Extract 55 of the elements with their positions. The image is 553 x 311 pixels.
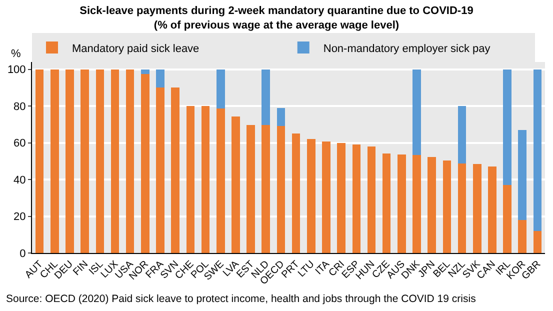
bar	[518, 220, 527, 253]
bar	[398, 154, 406, 253]
legend-label: Non-mandatory employer sick pay	[323, 42, 491, 55]
bar	[276, 108, 286, 126]
legend-label: Mandatory paid sick leave	[72, 42, 200, 55]
bar	[171, 88, 180, 253]
bar	[322, 142, 330, 253]
bar	[262, 69, 270, 125]
bar	[216, 108, 225, 253]
bar	[232, 116, 240, 253]
bar	[412, 155, 421, 253]
bar	[306, 138, 316, 253]
bar	[428, 156, 436, 253]
bar	[337, 142, 346, 253]
source-note: Source: OECD (2020) Paid sick leave to protect income, health and jobs through the COVID 19 crisis	[6, 293, 476, 305]
bar	[156, 69, 164, 88]
y-tick-label: 60	[14, 138, 26, 150]
bar	[262, 124, 270, 253]
bar	[518, 130, 527, 220]
bar	[35, 69, 44, 253]
bar	[141, 69, 150, 74]
bar	[156, 88, 164, 253]
y-axis-title: %	[11, 48, 21, 60]
y-tick-label: 100	[7, 64, 26, 76]
bar	[503, 69, 512, 185]
bar	[382, 153, 391, 253]
bar	[412, 69, 421, 156]
bar	[50, 69, 59, 253]
y-tick-label: 40	[14, 174, 26, 186]
bar	[201, 106, 210, 253]
bar	[458, 164, 466, 253]
bar	[533, 231, 542, 253]
bar	[472, 164, 482, 253]
bar	[141, 74, 150, 253]
bar	[276, 126, 286, 253]
bar	[216, 69, 225, 109]
bar	[503, 184, 512, 253]
bar	[96, 69, 104, 253]
bar	[533, 69, 542, 232]
bar	[186, 106, 195, 253]
bar	[352, 144, 361, 253]
bar	[488, 166, 496, 253]
y-tick-label: 0	[20, 248, 26, 260]
bar	[292, 133, 300, 253]
bar	[110, 69, 120, 253]
y-tick-label: 20	[14, 211, 26, 224]
bar	[442, 160, 452, 253]
bar	[126, 69, 134, 253]
bar	[80, 69, 89, 253]
bar	[367, 146, 376, 253]
bar	[458, 106, 466, 164]
bar	[246, 124, 255, 253]
chart-title: Sick-leave payments during 2-week mandatory quarantine due to COVID-19 (% of previous wage at the average wage level)	[80, 4, 474, 32]
y-tick-label: 80	[14, 100, 26, 113]
bar	[66, 69, 74, 253]
